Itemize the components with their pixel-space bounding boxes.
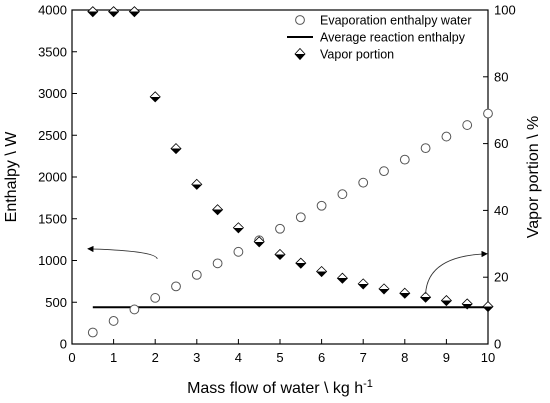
x-tick-label: 3 (193, 350, 200, 365)
evaporation-enthalpy-point (191, 269, 202, 280)
vapor-portion-point (316, 265, 328, 278)
right-y-tick-label: 100 (494, 3, 516, 18)
left-y-tick-label: 500 (45, 295, 67, 310)
right-y-tick-label: 80 (494, 69, 508, 84)
x-tick-label: 8 (401, 350, 408, 365)
evaporation-enthalpy-point (316, 200, 327, 211)
evaporation-enthalpy-point (171, 281, 181, 292)
vapor-portion-point (170, 143, 182, 155)
legend-marker-evaporation-enthalpy-water (295, 15, 305, 25)
left-y-tick-label: 4000 (38, 3, 67, 18)
legend-label-evaporation-enthalpy-water: Evaporation enthalpy water (320, 14, 471, 28)
left-y-axis-title: Enthalpy \ W (3, 131, 20, 223)
evaporation-enthalpy-point (108, 316, 119, 326)
evaporation-enthalpy-point (420, 143, 431, 154)
evaporation-enthalpy-point (399, 154, 410, 165)
vapor-portion-point (420, 291, 432, 303)
vapor-portion-point (399, 287, 411, 299)
evaporation-enthalpy-point (441, 131, 452, 142)
series-vapor-portion (87, 6, 494, 313)
left-y-tick-label: 2000 (38, 170, 67, 185)
vapor-portion-point (461, 298, 473, 310)
left-y-tick-label: 1500 (38, 211, 67, 226)
legend-label-vapor-portion: Vapor portion (320, 48, 394, 62)
evaporation-enthalpy-point (295, 212, 306, 223)
x-tick-label: 0 (68, 350, 75, 365)
x-tick-label: 4 (235, 350, 242, 365)
vapor-portion-point (108, 6, 120, 18)
x-tick-label: 10 (481, 350, 495, 365)
evaporation-enthalpy-point (150, 293, 161, 303)
right-y-tick-label: 0 (494, 337, 501, 352)
vapor-portion-point (253, 236, 265, 248)
vapor-portion-point (357, 278, 369, 290)
evaporation-enthalpy-point (212, 258, 223, 269)
evaporation-enthalpy-point (337, 189, 348, 200)
series-evaporation-enthalpy-water (87, 108, 493, 338)
evaporation-enthalpy-point (379, 166, 389, 177)
x-tick-label: 5 (276, 350, 283, 365)
vapor-portion-point (274, 248, 286, 261)
vapor-portion-point (378, 283, 390, 295)
right-y-axis-ticks: 0 20 40 60 80 100 (483, 3, 516, 352)
legend-marker-vapor-portion (294, 47, 306, 61)
evaporation-enthalpy-point (275, 223, 285, 234)
evaporation-enthalpy-point (483, 108, 493, 119)
evaporation-enthalpy-point (233, 246, 244, 257)
x-tick-label: 1 (110, 350, 117, 365)
vapor-portion-point (295, 257, 307, 269)
vapor-portion-point (212, 204, 224, 216)
right-y-tick-label: 40 (494, 203, 508, 218)
evaporation-enthalpy-point (462, 120, 473, 130)
evaporation-enthalpy-point (358, 177, 369, 188)
left-y-tick-label: 2500 (38, 128, 67, 143)
left-y-tick-label: 3500 (38, 44, 67, 59)
evaporation-enthalpy-point (87, 327, 98, 338)
vapor-portion-point (336, 272, 348, 284)
vapor-portion-point (149, 91, 161, 103)
vapor-portion-point (191, 178, 203, 190)
arrow-to-right-axis (425, 250, 488, 294)
legend-label-average-reaction-enthalpy: Average reaction enthalpy (320, 31, 466, 45)
x-tick-label: 7 (360, 350, 367, 365)
x-tick-label: 2 (152, 350, 159, 365)
left-y-tick-label: 1000 (38, 253, 67, 268)
x-axis-ticks: 0 1 2 3 4 5 6 7 8 9 10 (68, 339, 495, 365)
left-y-tick-label: 0 (60, 337, 67, 352)
left-y-axis-ticks: 0 500 1000 1500 2000 2500 3000 3500 4000 (38, 3, 77, 352)
right-y-tick-label: 20 (494, 270, 508, 285)
vapor-portion-point (87, 6, 99, 18)
right-y-axis-title: Vapor portion \ % (525, 116, 542, 238)
vapor-portion-point (482, 301, 494, 313)
legend: Evaporation enthalpy water Average react… (287, 14, 471, 62)
annotation-arrows (87, 245, 488, 294)
x-axis-title: Mass flow of water \ kg h-1 (187, 378, 373, 397)
vapor-portion-point (128, 6, 140, 18)
left-y-tick-label: 3000 (38, 86, 67, 101)
evaporation-enthalpy-point (129, 304, 140, 315)
vapor-portion-point (440, 295, 452, 307)
arrow-to-left-axis (87, 245, 158, 260)
x-tick-label: 9 (443, 350, 450, 365)
vapor-portion-point (232, 222, 244, 234)
right-y-tick-label: 60 (494, 136, 508, 151)
x-tick-label: 6 (318, 350, 325, 365)
